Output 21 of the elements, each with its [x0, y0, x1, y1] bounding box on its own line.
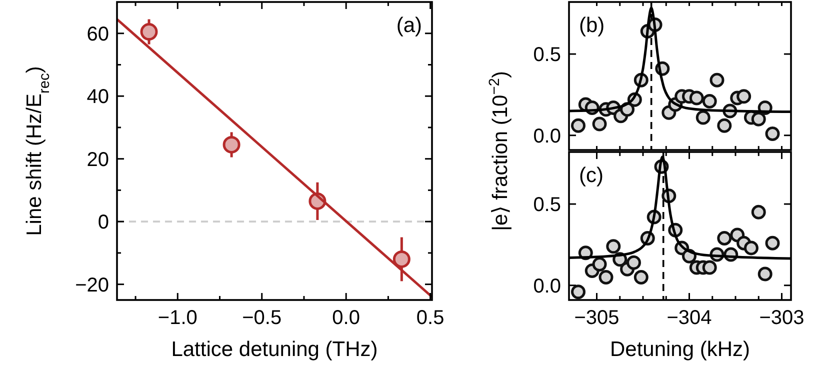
y-tick-label: 0.5 [533, 194, 561, 216]
y-tick-label: 60 [86, 23, 109, 46]
y-tick-label: 20 [86, 148, 109, 171]
y-tick-label: 0.5 [533, 44, 561, 66]
y-tick-label: 0 [98, 212, 109, 234]
y-tick-label: 0.0 [533, 275, 561, 298]
x-tick-label: −303 [759, 307, 804, 329]
x-tick-label: 0.5 [416, 307, 444, 329]
x-tick-label: −305 [574, 307, 620, 329]
x-axis-title: Lattice detuning (THz) [171, 338, 378, 361]
y-tick-label: 40 [86, 86, 109, 108]
text: (c) [579, 164, 604, 187]
x-tick-label: 0.0 [332, 307, 360, 329]
x-tick-label: −1.0 [158, 307, 198, 329]
y-tick-label: −20 [75, 274, 109, 296]
text: (b) [579, 14, 605, 37]
x-tick-label: −0.5 [242, 307, 282, 329]
text: (a) [396, 14, 422, 37]
y-tick-label: 0.0 [533, 125, 561, 148]
x-axis-title: Detuning (kHz) [610, 338, 750, 361]
x-tick-label: −304 [666, 307, 712, 329]
